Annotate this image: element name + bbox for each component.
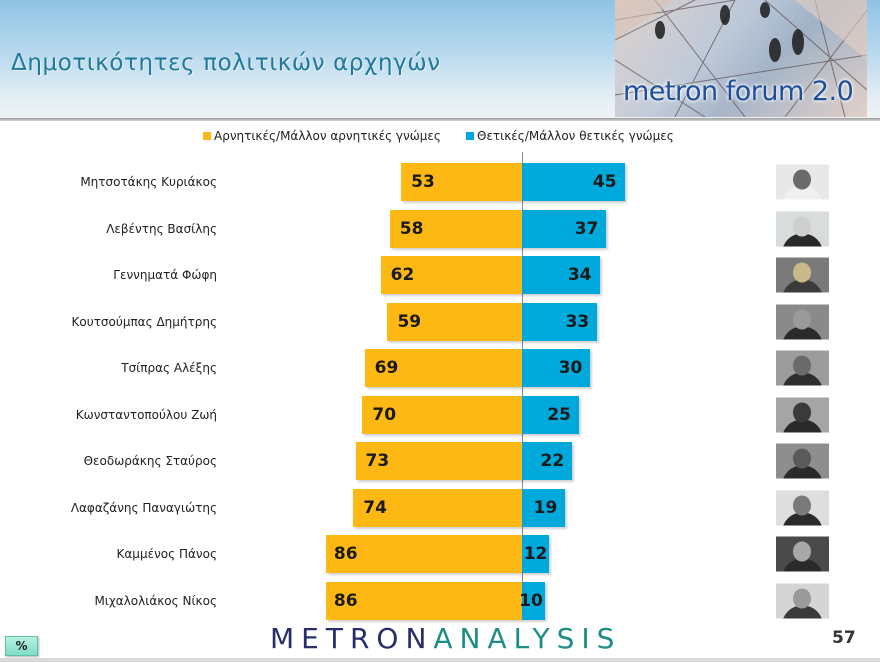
positive-bar: 37 xyxy=(522,209,607,248)
positive-bar: 33 xyxy=(522,302,598,341)
leader-portrait-icon xyxy=(776,257,829,293)
negative-value-label: 86 xyxy=(333,590,358,611)
positive-value-label: 12 xyxy=(523,544,548,564)
leader-portrait-icon xyxy=(776,164,829,200)
positive-bar: 19 xyxy=(522,488,566,527)
percent-button[interactable]: % xyxy=(5,636,38,656)
portrait-body-shape xyxy=(782,186,823,200)
page-title: Δημοτικότητες πολιτικών αρχηγών xyxy=(11,50,441,76)
positive-value-label: 45 xyxy=(592,172,617,192)
portrait-body-shape xyxy=(782,233,823,246)
positive-value-label: 22 xyxy=(540,451,565,471)
negative-value-label: 58 xyxy=(399,218,424,239)
category-label: Μιχαλολιάκος Νίκος xyxy=(94,593,217,608)
positive-bar: 45 xyxy=(522,163,625,201)
category-label: Γεννηματά Φώφη xyxy=(113,268,217,282)
brand-part-1: METRON xyxy=(270,622,434,655)
negative-bar: 74 xyxy=(353,488,522,527)
negative-bar: 86 xyxy=(325,535,522,573)
leader-portrait-icon xyxy=(776,583,829,618)
negative-bar: 59 xyxy=(387,302,522,341)
negative-value-label: 73 xyxy=(365,451,390,471)
leader-portrait-icon xyxy=(776,304,829,339)
legend-label-negative: Αρνητικές/Μάλλον αρνητικές γνώμες xyxy=(214,129,441,143)
leader-portrait-icon xyxy=(776,443,829,479)
negative-bar: 62 xyxy=(380,256,522,294)
portrait-head-shape xyxy=(793,262,811,283)
positive-value-label: 10 xyxy=(519,590,543,611)
leader-portrait-icon xyxy=(776,397,829,432)
portrait-head-shape xyxy=(793,448,811,469)
legend-item-negative: Αρνητικές/Μάλλον αρνητικές γνώμες xyxy=(203,128,441,144)
portrait-body-shape xyxy=(782,419,823,432)
portrait-body-shape xyxy=(782,326,823,339)
portrait-body-shape xyxy=(782,512,823,525)
leader-portrait-icon xyxy=(776,490,829,525)
category-label: Κουτσούμπας Δημήτρης xyxy=(71,314,217,329)
positive-value-label: 19 xyxy=(533,497,558,518)
portrait-head-shape xyxy=(793,355,811,376)
category-label: Θεοδωράκης Σταύρος xyxy=(83,454,217,468)
footer-divider xyxy=(0,658,880,662)
negative-value-label: 53 xyxy=(411,172,435,192)
portrait-head-shape xyxy=(793,309,811,329)
header-divider xyxy=(0,118,880,121)
portrait-body-shape xyxy=(782,558,823,572)
negative-bar: 73 xyxy=(355,442,522,480)
legend-label-positive: Θετικές/Μάλλον θετικές γνώμες xyxy=(477,129,674,143)
logo-text: metron forum 2.0 xyxy=(623,76,854,107)
negative-value-label: 74 xyxy=(363,497,387,518)
leader-portrait-icon xyxy=(776,211,829,246)
portrait-head-shape xyxy=(793,402,811,422)
portrait-head-shape xyxy=(793,588,811,608)
portrait-head-shape xyxy=(793,541,811,562)
category-label: Καμμένος Πάνος xyxy=(116,547,217,561)
page-number: 57 xyxy=(832,628,856,648)
leader-portrait-icon xyxy=(776,536,829,572)
portrait-head-shape xyxy=(793,495,811,515)
category-label: Λαφαζάνης Παναγιώτης xyxy=(70,500,217,515)
portrait-body-shape xyxy=(782,465,823,479)
category-label: Τσίπρας Αλέξης xyxy=(121,361,217,375)
positive-value-label: 25 xyxy=(547,404,571,425)
positive-value-label: 33 xyxy=(565,311,590,332)
negative-bar: 53 xyxy=(401,163,522,201)
positive-bar: 10 xyxy=(519,581,545,620)
portrait-body-shape xyxy=(782,605,823,618)
category-label: Κωνσταντοπούλου Ζωή xyxy=(75,407,217,422)
metron-analysis-logo: METRONANALYSIS xyxy=(270,622,621,655)
positive-value-label: 34 xyxy=(567,265,592,285)
negative-swatch-icon xyxy=(203,132,211,140)
negative-bar: 69 xyxy=(364,349,522,387)
negative-bar: 58 xyxy=(389,209,522,248)
metron-forum-logo: metron forum 2.0 xyxy=(615,0,867,117)
negative-value-label: 86 xyxy=(333,544,358,564)
positive-value-label: 37 xyxy=(574,218,599,239)
portrait-head-shape xyxy=(793,216,811,236)
negative-bar: 86 xyxy=(325,581,522,620)
leader-portrait-icon xyxy=(776,350,829,386)
negative-value-label: 59 xyxy=(397,311,422,332)
portrait-body-shape xyxy=(782,372,823,386)
negative-value-label: 70 xyxy=(372,404,397,425)
positive-swatch-icon xyxy=(466,132,474,140)
brand-part-2: ANALYSIS xyxy=(433,622,622,655)
negative-bar: 70 xyxy=(362,395,522,434)
portrait-body-shape xyxy=(782,279,823,293)
geometric-photo-icon xyxy=(615,0,867,117)
negative-value-label: 69 xyxy=(374,358,399,378)
negative-value-label: 62 xyxy=(390,265,415,285)
category-label: Λεβέντης Βασίλης xyxy=(106,221,217,236)
positive-bar: 22 xyxy=(522,442,573,480)
positive-bar: 34 xyxy=(522,256,600,294)
positive-bar: 12 xyxy=(522,535,550,573)
positive-bar: 25 xyxy=(522,395,579,434)
legend-item-positive: Θετικές/Μάλλον θετικές γνώμες xyxy=(466,128,674,144)
positive-value-label: 30 xyxy=(558,358,583,378)
category-label: Μητσοτάκης Κυριάκος xyxy=(80,175,217,189)
portrait-head-shape xyxy=(793,169,811,190)
positive-bar: 30 xyxy=(522,349,591,387)
